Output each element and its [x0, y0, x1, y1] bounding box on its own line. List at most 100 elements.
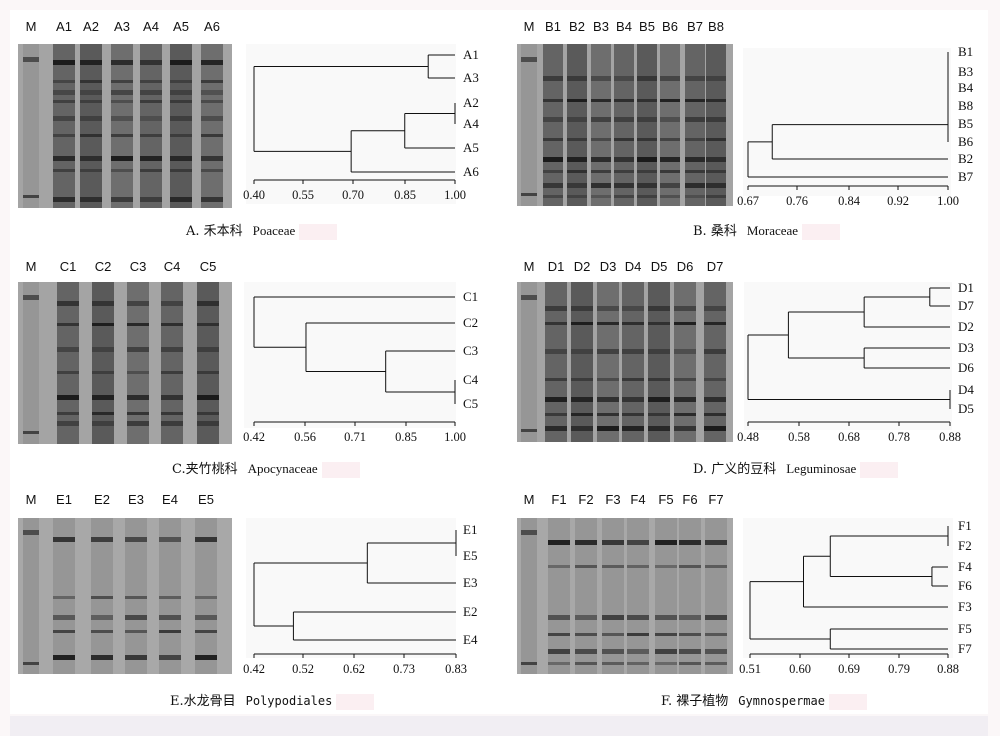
gel-band	[655, 649, 677, 655]
dendrogram-leaf-label: B6	[958, 134, 974, 149]
gel-band	[679, 539, 701, 545]
gel-band	[705, 661, 727, 665]
gel-band	[674, 397, 696, 403]
caption-latin-name: Polypodiales	[245, 694, 333, 708]
gel-band	[57, 322, 79, 326]
marker-lane	[23, 282, 39, 444]
gel-band	[591, 137, 611, 141]
gel-band	[53, 99, 75, 103]
gel-band	[648, 306, 670, 311]
gel-band	[655, 633, 677, 637]
lane-label: E2	[94, 492, 110, 507]
gel-band	[543, 183, 563, 189]
dendrogram-leaf-label: B1	[958, 44, 974, 59]
gel-band	[655, 661, 677, 665]
dendrogram-leaf-label: A6	[463, 164, 479, 179]
gel-band	[627, 564, 649, 568]
gel-image-e	[18, 518, 232, 674]
gel-band	[614, 99, 634, 103]
gel-band	[80, 80, 102, 84]
gel-band	[704, 349, 726, 355]
dendrogram-a	[246, 44, 456, 204]
panel-caption-c: C.夹竹桃科 Apocynaceae	[172, 458, 360, 478]
gel-band	[127, 322, 149, 326]
dendrogram-leaf-label: B3	[958, 64, 974, 79]
gel-band	[92, 421, 114, 427]
gel-band	[660, 116, 680, 122]
gel-band	[543, 194, 563, 198]
lane-label: F7	[708, 492, 724, 507]
gel-band	[655, 539, 677, 545]
gel-band	[23, 431, 39, 435]
gel-band	[521, 530, 537, 536]
gel-band	[53, 80, 75, 84]
gel-band	[80, 155, 102, 161]
gel-band	[159, 596, 181, 599]
gel-band	[660, 170, 680, 174]
gel-band	[170, 116, 192, 122]
gel-band	[201, 155, 223, 161]
gel-band	[704, 397, 726, 403]
gel-band	[705, 649, 727, 655]
gel-band	[197, 371, 219, 375]
gel-band	[648, 378, 670, 381]
gel-band	[80, 196, 102, 202]
lane-label: A1	[56, 19, 72, 34]
gel-band	[637, 137, 657, 141]
gel-band	[648, 413, 670, 417]
dendrogram-leaf-label: F4	[958, 559, 972, 574]
lane-label: B5	[639, 19, 655, 34]
gel-band	[53, 196, 75, 202]
gel-band	[125, 596, 147, 599]
gel-band	[575, 564, 597, 568]
gel-band	[80, 89, 102, 95]
gel-band	[706, 116, 726, 122]
gel-band	[685, 116, 705, 122]
gel-band	[53, 116, 75, 122]
caption-label: E.水龙骨目	[170, 694, 236, 709]
gel-band	[127, 301, 149, 307]
dendrogram-leaf-label: D6	[958, 360, 974, 375]
gel-band	[614, 137, 634, 141]
axis-tick-label: 0.79	[888, 662, 910, 676]
gel-band	[545, 349, 567, 355]
axis-tick-label: 0.71	[344, 430, 366, 444]
gel-band	[602, 633, 624, 637]
gel-band	[195, 614, 217, 620]
gel-band	[170, 99, 192, 103]
gel-band	[548, 649, 570, 655]
lane-label: C2	[94, 259, 112, 274]
gel-band	[53, 536, 75, 542]
gel-band	[685, 170, 705, 174]
gel-band	[197, 395, 219, 401]
caption-label: C.夹竹桃科	[172, 462, 238, 477]
gel-band	[53, 630, 75, 634]
gel-band	[92, 346, 114, 352]
lane-label: E1	[56, 492, 72, 507]
dendrogram-d	[744, 282, 952, 430]
dendrogram-leaf-label: D4	[958, 382, 974, 397]
gel-band	[23, 530, 39, 536]
gel-band	[627, 661, 649, 665]
gel-band	[591, 170, 611, 174]
gel-band	[53, 614, 75, 620]
gel-band	[614, 170, 634, 174]
gel-band	[53, 134, 75, 138]
gel-band	[575, 614, 597, 620]
gel-band	[706, 137, 726, 141]
gel-band	[545, 426, 567, 431]
gel-band	[648, 426, 670, 431]
gel-band	[614, 116, 634, 122]
marker-lane	[23, 44, 39, 208]
gel-band	[159, 630, 181, 634]
dendrogram-leaf-label: B2	[958, 151, 974, 166]
dendrogram-leaf-label: B7	[958, 169, 974, 184]
gel-band	[140, 89, 162, 95]
axis-tick-label: 0.85	[395, 430, 417, 444]
dendrogram-leaf-label: B4	[958, 80, 974, 95]
gel-band	[679, 614, 701, 620]
marker-lane	[521, 44, 537, 206]
gel-band	[197, 346, 219, 352]
dendrogram-leaf-label: E1	[463, 522, 478, 537]
gel-band	[567, 99, 587, 103]
